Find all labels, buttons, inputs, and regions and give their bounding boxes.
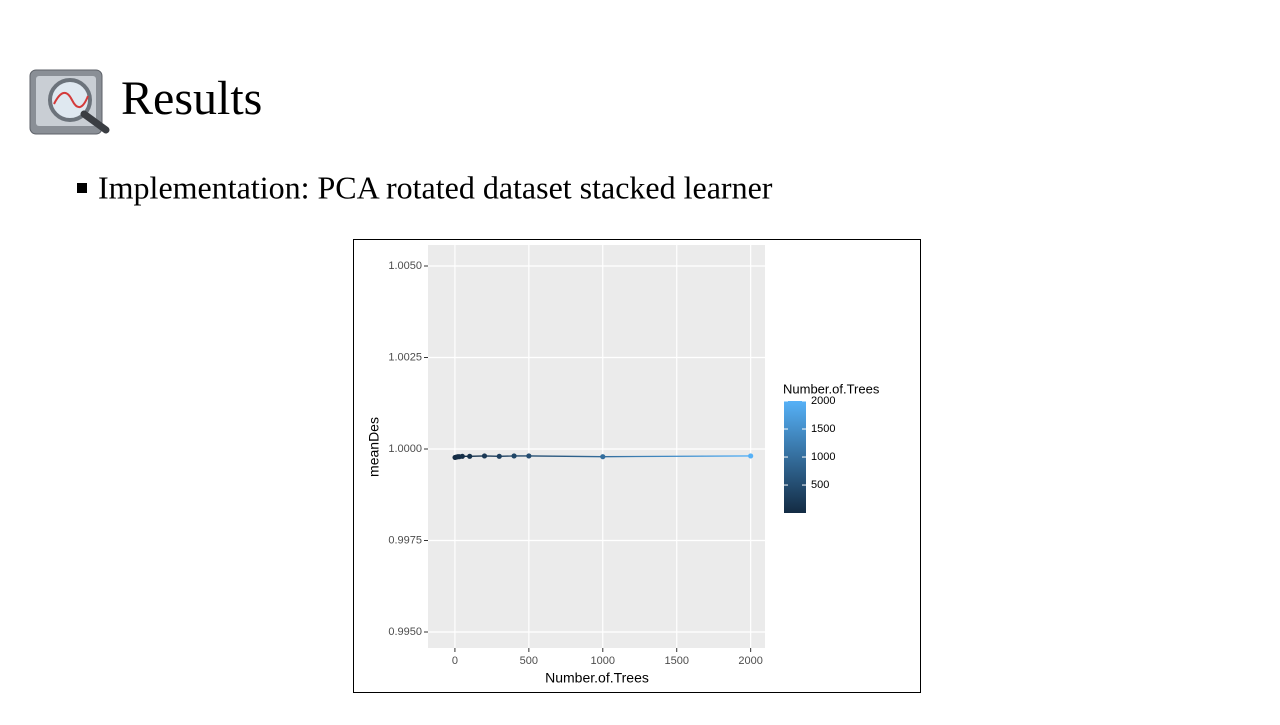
bullet-marker xyxy=(77,183,87,193)
x-tick-label: 1000 xyxy=(591,655,615,667)
bullet-text: Implementation: PCA rotated dataset stac… xyxy=(98,169,773,205)
colorbar-label: 1500 xyxy=(811,423,835,435)
slide-icon xyxy=(29,69,110,135)
data-point xyxy=(748,453,754,459)
x-tick-label: 500 xyxy=(520,655,538,667)
plot-panel xyxy=(428,245,765,648)
colorbar-label: 500 xyxy=(811,479,829,491)
legend-title: Number.of.Trees xyxy=(783,381,880,396)
x-tick-label: 2000 xyxy=(738,655,762,667)
x-tick-label: 1500 xyxy=(664,655,688,667)
y-axis-label: meanDes xyxy=(366,417,382,477)
data-point xyxy=(526,453,532,459)
data-point xyxy=(481,453,488,459)
data-point xyxy=(511,453,517,459)
colorbar-label: 1000 xyxy=(811,451,835,463)
y-tick-label: 0.9950 xyxy=(388,626,422,638)
y-tick-label: 1.0000 xyxy=(388,443,422,455)
x-axis-label: Number.of.Trees xyxy=(545,670,649,686)
y-tick-label: 1.0025 xyxy=(388,351,422,363)
slide-title: Results xyxy=(121,72,262,125)
colorbar xyxy=(784,401,806,513)
colorbar-label: 2000 xyxy=(811,395,835,407)
data-point xyxy=(600,454,606,460)
x-tick-label: 0 xyxy=(452,655,458,667)
data-point xyxy=(459,453,465,459)
data-point xyxy=(496,453,502,459)
data-point xyxy=(467,453,473,459)
y-tick-label: 1.0050 xyxy=(388,260,422,272)
y-tick-label: 0.9975 xyxy=(388,534,422,546)
